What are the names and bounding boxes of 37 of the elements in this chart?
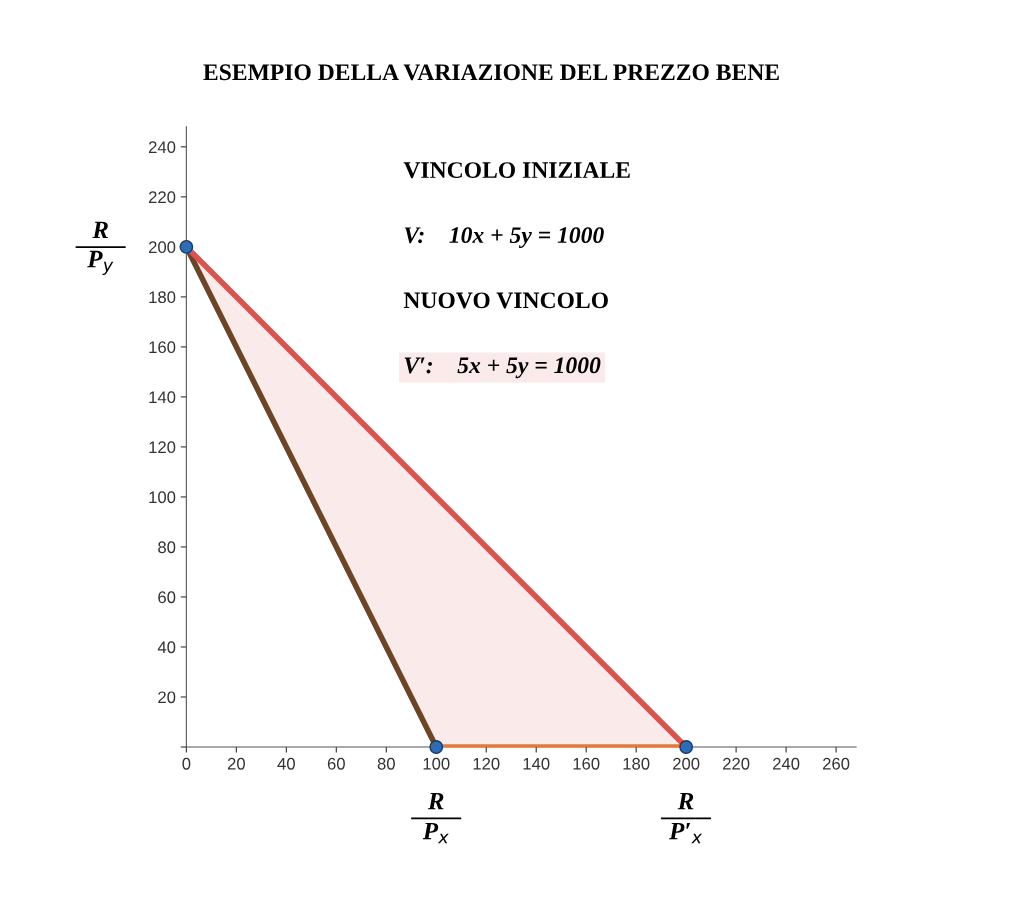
x-tick-label: 240: [773, 757, 800, 770]
x-tick-label: 60: [327, 757, 345, 770]
y-tick-label: 80: [158, 541, 176, 554]
y-tick-label: 220: [148, 191, 176, 204]
x-tick-label: 140: [523, 757, 550, 770]
x-tick-label: 0: [182, 757, 191, 770]
text: P$_{y}$: [87, 250, 114, 275]
x-tick-label: 100: [423, 757, 450, 770]
x-tick-label: 180: [623, 757, 650, 770]
y-tick-label: 60: [158, 591, 176, 604]
y-tick-label: 40: [157, 641, 176, 654]
text: R: [92, 221, 109, 239]
x-tick-label: 260: [823, 757, 850, 770]
x-tick-label: 20: [227, 757, 245, 770]
y-tick-label: 200: [148, 241, 176, 254]
x-tick-label: 200: [673, 757, 700, 770]
annotation: V′: 5x + 5y = 1000: [404, 357, 601, 379]
x-tick-label: 80: [377, 757, 395, 770]
y-tick-label: 180: [149, 291, 176, 304]
annotation: NUOVO VINCOLO: [403, 292, 608, 309]
text: P$_{x}$: [422, 822, 449, 844]
x-tick-label: 160: [573, 757, 600, 770]
x-tick-label: 120: [473, 757, 500, 770]
y-tick-label: 240: [148, 141, 176, 154]
text: R: [677, 792, 694, 810]
y-tick-label: 20: [158, 691, 176, 704]
y-tick-label: 140: [149, 391, 176, 404]
x-tick-label: 220: [723, 757, 750, 770]
text: R: [427, 792, 444, 810]
y-tick-label: 120: [149, 441, 176, 454]
annotation: V: 10x + 5y = 1000: [404, 227, 604, 248]
x-tick-label: 40: [277, 757, 295, 770]
text: P′$_{x}$: [669, 822, 703, 844]
chart-title: ESEMPIO DELLA VARIAZIONE DEL PREZZO BENE: [203, 64, 779, 81]
y-tick-label: 160: [149, 341, 176, 354]
y-tick-label: 100: [149, 491, 176, 504]
annotation: VINCOLO INIZIALE: [403, 162, 630, 179]
